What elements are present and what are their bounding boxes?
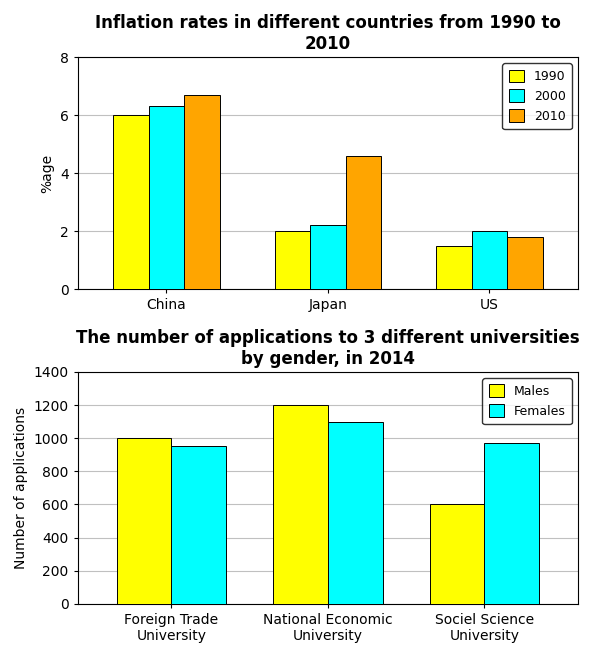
Bar [507, 237, 543, 289]
Legend: Males, Females: Males, Females [482, 378, 572, 424]
Bar [117, 438, 172, 604]
Title: The number of applications to 3 different universities
by gender, in 2014: The number of applications to 3 differen… [76, 328, 580, 367]
Y-axis label: Number of applications: Number of applications [14, 407, 28, 569]
Bar [430, 505, 484, 604]
Bar [275, 231, 310, 289]
Legend: 1990, 2000, 2010: 1990, 2000, 2010 [503, 63, 572, 129]
Bar [273, 405, 328, 604]
Bar [172, 447, 226, 604]
Y-axis label: %age: %age [40, 154, 54, 193]
Bar [472, 231, 507, 289]
Bar [184, 95, 220, 289]
Bar [328, 422, 382, 604]
Bar [346, 156, 381, 289]
Title: Inflation rates in different countries from 1990 to
2010: Inflation rates in different countries f… [95, 14, 561, 53]
Bar [436, 246, 472, 289]
Bar [149, 106, 184, 289]
Bar [310, 225, 346, 289]
Bar [113, 115, 149, 289]
Bar [484, 443, 539, 604]
